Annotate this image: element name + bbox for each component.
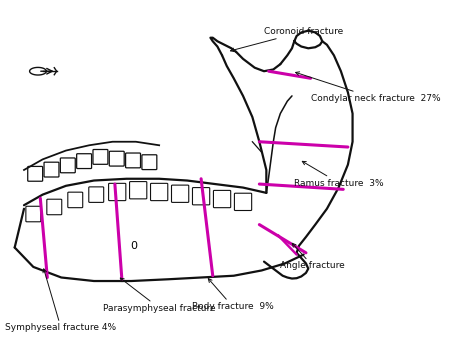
Text: Parasymphyseal fracture: Parasymphyseal fracture (103, 278, 216, 313)
FancyBboxPatch shape (93, 149, 108, 164)
FancyBboxPatch shape (142, 155, 157, 170)
Text: Angle fracture: Angle fracture (280, 243, 345, 270)
FancyBboxPatch shape (129, 182, 147, 199)
FancyBboxPatch shape (47, 199, 62, 215)
FancyBboxPatch shape (77, 154, 91, 169)
FancyBboxPatch shape (68, 192, 83, 208)
Text: Condylar neck fracture  27%: Condylar neck fracture 27% (296, 72, 440, 103)
FancyBboxPatch shape (192, 188, 210, 205)
FancyBboxPatch shape (109, 183, 126, 201)
FancyBboxPatch shape (89, 187, 104, 202)
FancyBboxPatch shape (151, 183, 168, 201)
FancyBboxPatch shape (27, 166, 43, 181)
FancyBboxPatch shape (235, 193, 252, 211)
Text: Coronoid fracture: Coronoid fracture (230, 27, 343, 52)
FancyBboxPatch shape (172, 185, 189, 202)
FancyBboxPatch shape (60, 158, 75, 173)
FancyBboxPatch shape (109, 151, 124, 166)
Text: Body fracture  9%: Body fracture 9% (192, 279, 273, 311)
FancyBboxPatch shape (213, 190, 231, 208)
Text: 0: 0 (130, 241, 137, 251)
FancyBboxPatch shape (126, 153, 140, 168)
FancyBboxPatch shape (26, 206, 41, 222)
Text: Symphyseal fracture 4%: Symphyseal fracture 4% (5, 269, 117, 332)
Text: Ramus fracture  3%: Ramus fracture 3% (294, 161, 384, 188)
FancyBboxPatch shape (44, 162, 59, 177)
